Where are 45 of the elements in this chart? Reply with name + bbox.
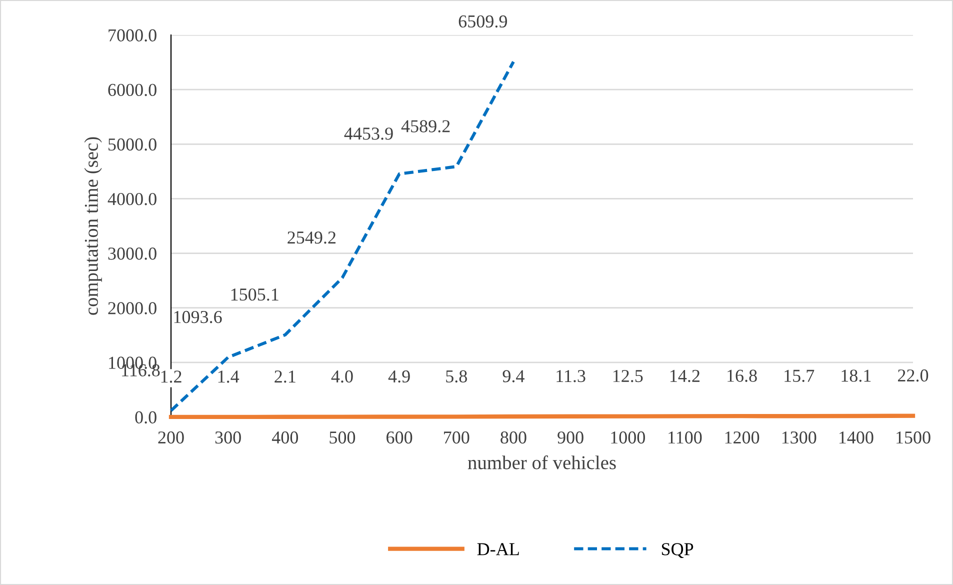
x-axis-title: number of vehicles: [468, 455, 616, 470]
data-label: 2.1: [274, 370, 296, 383]
x-tick-label: 1100: [668, 431, 702, 444]
data-label: 1.2: [161, 370, 182, 383]
y-tick-label: 7000.0: [108, 29, 156, 42]
legend-label: D-AL: [477, 543, 519, 556]
x-tick-label: 300: [215, 431, 241, 444]
y-tick-label: 2000.0: [108, 302, 156, 314]
y-axis-title: computation time (sec): [84, 137, 102, 315]
y-tick-label: 3000.0: [108, 248, 156, 260]
data-label: 5.8: [446, 370, 467, 383]
data-label: 6509.9: [458, 15, 507, 28]
x-tick-label: 1400: [839, 431, 874, 444]
data-label: 1505.1: [231, 288, 278, 301]
data-label: 14.2: [670, 370, 700, 382]
data-label: 1.4: [218, 370, 240, 383]
x-tick-label: 1000: [611, 431, 645, 444]
data-label: 15.7: [784, 370, 814, 382]
y-tick-label: 0.0: [135, 411, 156, 424]
data-label: 2549.2: [288, 232, 336, 244]
y-tick-label: 4000.0: [108, 192, 156, 206]
data-label: 12.5: [613, 370, 643, 382]
data-label: 11.3: [556, 370, 586, 382]
data-label: 22.0: [898, 369, 928, 382]
data-label: 4589.2: [401, 120, 450, 132]
x-tick-label: 400: [272, 431, 298, 444]
x-tick-label: 900: [558, 431, 584, 444]
data-label: 4.9: [388, 370, 410, 383]
x-tick-label: 800: [500, 431, 526, 444]
x-tick-label: 1500: [896, 431, 930, 444]
data-label: 16.8: [728, 370, 757, 382]
data-label: 1093.6: [174, 310, 222, 324]
legend-label: SQP: [662, 543, 694, 558]
data-label: 4453.9: [344, 128, 393, 140]
y-tick-label: 6000.0: [108, 84, 156, 96]
x-tick-label: 1300: [782, 431, 816, 444]
x-tick-label: 700: [444, 431, 470, 444]
data-label: 18.1: [842, 370, 871, 382]
x-tick-label: 500: [330, 431, 356, 444]
y-tick-label: 5000.0: [108, 138, 156, 151]
x-tick-label: 600: [386, 431, 412, 444]
x-tick-label: 1200: [725, 431, 760, 444]
data-label: 9.4: [502, 370, 524, 382]
data-label: 4.0: [331, 370, 353, 383]
x-tick-label: 200: [158, 431, 184, 444]
